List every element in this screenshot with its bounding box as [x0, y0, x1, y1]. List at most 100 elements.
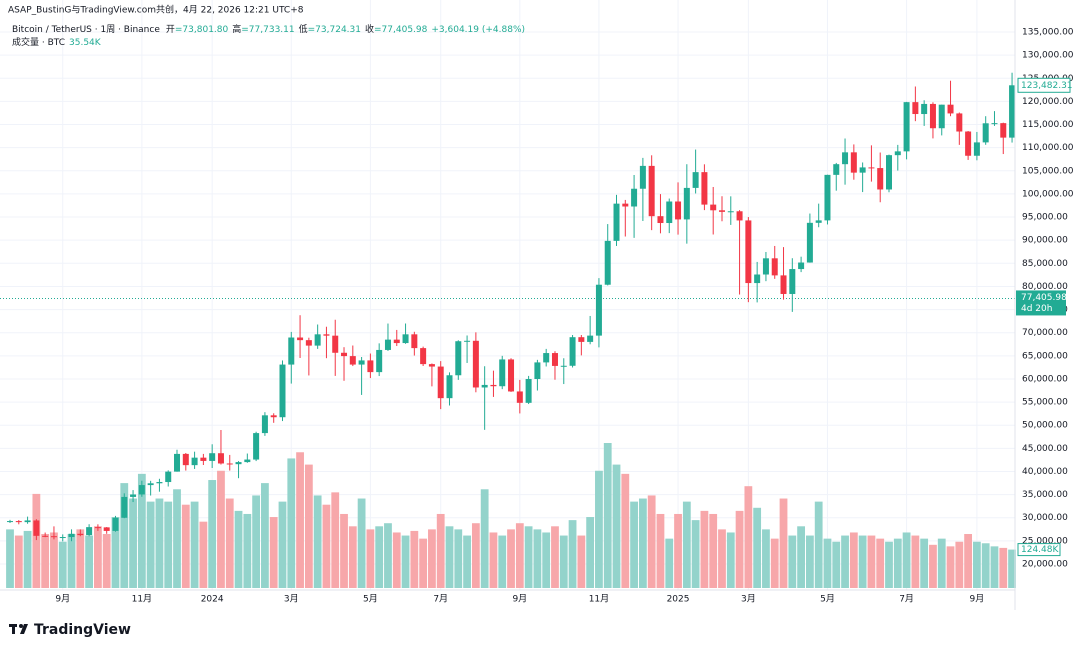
candle-body [850, 152, 857, 173]
candle-body [842, 152, 849, 165]
candle-body [929, 103, 936, 129]
volume-legend-title: 成交量 · BTC [12, 36, 65, 48]
volume-bar [419, 538, 428, 588]
volume-bar [691, 520, 700, 588]
x-tick-label: 3月 [284, 594, 299, 605]
candle-body [332, 335, 339, 353]
volume-bar [964, 534, 973, 588]
volume-bar [278, 501, 287, 588]
volume-bar [445, 526, 454, 588]
volume-bar [14, 535, 23, 588]
volume-bar [41, 534, 50, 588]
candle-body [560, 365, 567, 367]
volume-bar [718, 529, 726, 588]
x-tick-label: 9月 [512, 594, 527, 605]
volume-bar [911, 535, 920, 588]
candle-body [288, 337, 295, 365]
candle-body [631, 188, 638, 207]
volume-bar [252, 495, 261, 588]
candle-body [24, 520, 31, 523]
volume-bar [973, 541, 981, 588]
volume-bar [296, 452, 304, 588]
y-tick-label: 40,000.00 [1022, 467, 1068, 477]
legend-symbol: Bitcoin / TetherUS · 1周 · Binance [12, 24, 160, 35]
candle-body [587, 335, 594, 342]
candle-body [780, 275, 787, 294]
candle-body [174, 453, 181, 472]
candle-body [833, 164, 840, 175]
candle-body [305, 340, 312, 346]
y-tick-label: 65,000.00 [1022, 351, 1068, 361]
x-tick-label: 7月 [899, 594, 914, 605]
volume-bar [6, 529, 14, 588]
volume-bar [261, 483, 269, 588]
candle-body [912, 102, 919, 115]
candle-body [956, 113, 963, 132]
volume-bar [199, 521, 208, 588]
volume-bar [788, 535, 797, 588]
candle-body [921, 103, 928, 115]
candle-body [464, 340, 471, 342]
volume-layer [6, 443, 1016, 588]
volume-bar [647, 495, 656, 588]
volume-bar [981, 543, 990, 588]
volume-bar [58, 541, 67, 588]
candle-body [534, 362, 541, 380]
candle-body [771, 258, 778, 276]
volume-bar [823, 538, 832, 588]
volume-bar [155, 498, 164, 588]
x-tick-label: 11月 [132, 594, 152, 605]
volume-bar [700, 510, 709, 588]
volume-bar [542, 532, 551, 588]
volume-bar [577, 535, 586, 588]
volume-bar [568, 520, 577, 588]
candle-body [569, 337, 576, 366]
candle-body [376, 349, 383, 373]
candle-body [428, 364, 435, 367]
candle-body [50, 536, 57, 538]
candle-body [446, 375, 453, 399]
legend: Bitcoin / TetherUS · 1周 · Binance 开=73,80… [12, 23, 525, 35]
volume-bar [287, 458, 296, 588]
volume-bar [753, 507, 762, 588]
legend-key: 低 [299, 23, 308, 35]
candle-body [138, 485, 145, 495]
price-line-box [1016, 290, 1066, 316]
y-tick-label: 30,000.00 [1022, 513, 1068, 523]
volume-bar [999, 547, 1008, 588]
candle-body [868, 167, 875, 169]
volume-bar [304, 464, 313, 588]
candle-body [877, 168, 884, 190]
candle-body [121, 496, 128, 518]
volume-bar [120, 483, 129, 588]
legend-key: 收 [365, 23, 374, 35]
price-line-countdown: 4d 20h [1021, 304, 1052, 314]
volume-bar [682, 501, 691, 588]
x-tick-label: 9月 [970, 594, 985, 605]
candle-body [112, 517, 119, 531]
volume-bar [480, 489, 489, 588]
volume-bar [234, 510, 243, 588]
candle-body [815, 220, 822, 223]
candle-body [472, 340, 479, 388]
candle-body [710, 204, 717, 211]
candle-body [1000, 123, 1007, 138]
candle-body [261, 415, 268, 434]
candle-body [270, 415, 277, 418]
volume-bar [885, 541, 893, 588]
watermark: ASAP_BustinG与TradingView.com共创，4月 22, 20… [8, 4, 304, 16]
volume-bar [551, 526, 559, 588]
candle-body [859, 167, 866, 173]
candle-body [508, 359, 515, 392]
candle-body [982, 123, 989, 143]
volume-bar [674, 513, 682, 588]
candle-body [94, 527, 101, 529]
y-tick-label: 25,000.00 [1022, 536, 1068, 546]
candle-body [130, 494, 137, 497]
y-tick-label: 105,000.00 [1022, 166, 1074, 176]
volume-bar [137, 473, 146, 588]
legend-value: =77,733.11 [241, 25, 294, 35]
volume-bar [173, 489, 181, 588]
candle-body [481, 384, 488, 388]
volume-bar [357, 498, 366, 588]
